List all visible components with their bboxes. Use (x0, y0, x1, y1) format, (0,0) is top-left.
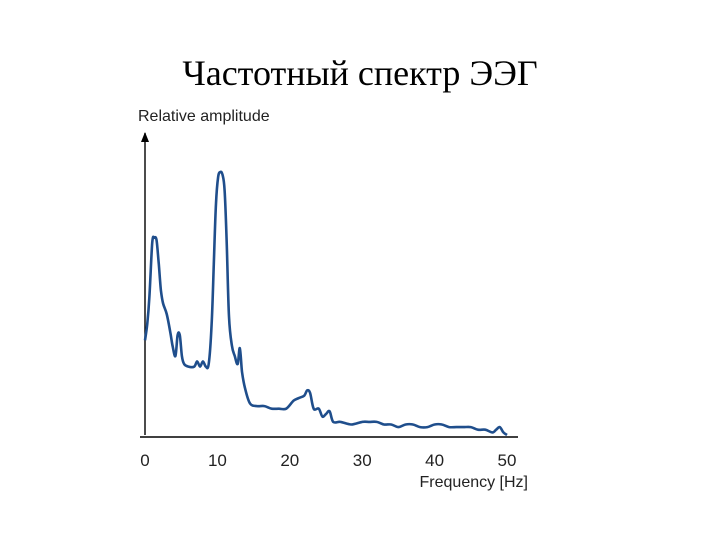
y-axis-label: Relative amplitude (138, 108, 270, 125)
x-tick-label: 50 (498, 451, 517, 470)
x-tick-label: 0 (140, 451, 149, 470)
x-axis-label: Frequency [Hz] (420, 474, 528, 491)
x-tick-label: 40 (425, 451, 444, 470)
page-title: Частотный спектр ЭЭГ (182, 53, 538, 93)
y-axis-arrow (141, 132, 149, 142)
x-tick-label: 30 (353, 451, 372, 470)
spectrum-line-0 (143, 170, 508, 437)
x-tick-label: 10 (208, 451, 227, 470)
x-tick-label: 20 (280, 451, 299, 470)
